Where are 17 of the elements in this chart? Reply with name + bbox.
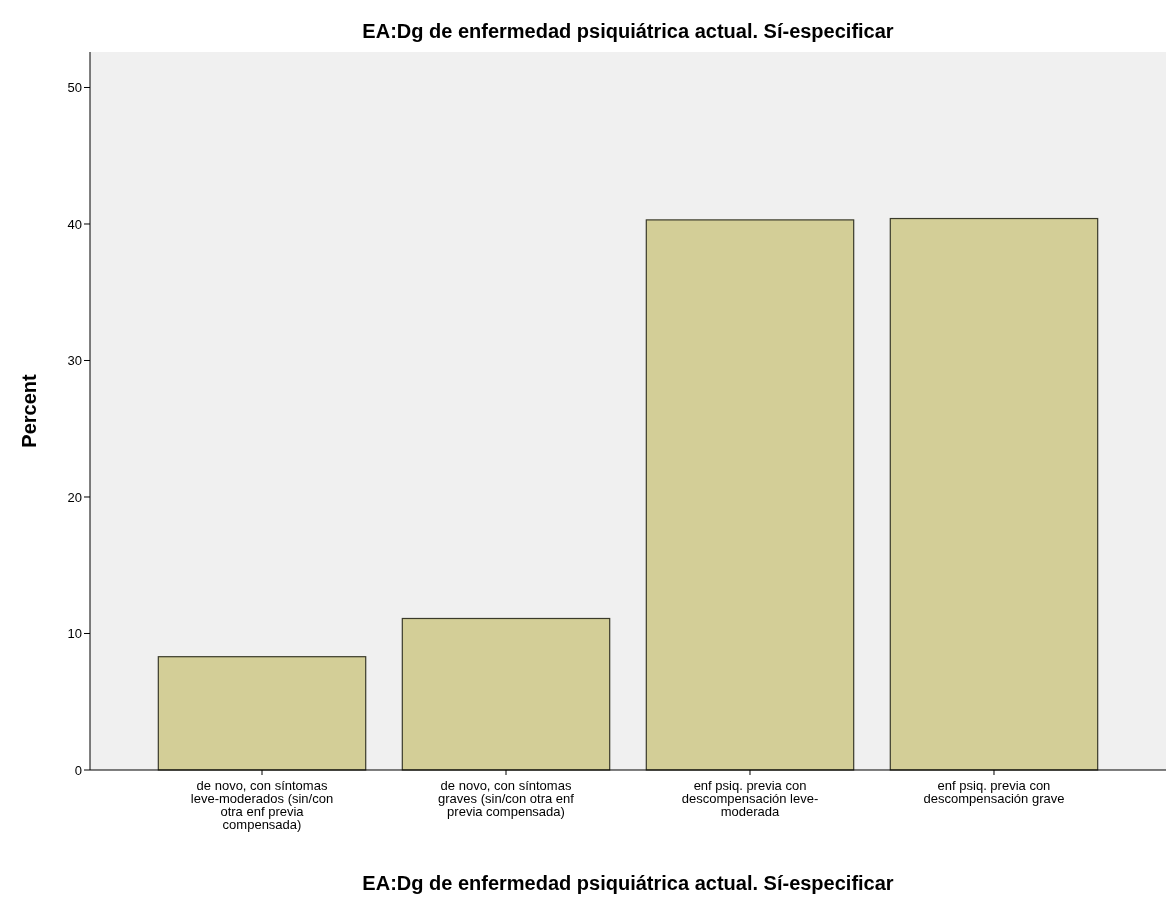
y-tick-label: 0 bbox=[74, 762, 82, 778]
bar bbox=[889, 217, 1099, 771]
x-tick-label: de novo, con síntomas leve-moderados (sin/con otra enf previa compensada) bbox=[190, 778, 334, 832]
x-tick-label: de novo, con síntomas graves (sin/con otra enf previa compensada) bbox=[438, 778, 575, 819]
x-tick-label: enf psiq. previa con descompensación leve-moderada bbox=[681, 778, 819, 819]
y-tick-label: 50 bbox=[67, 80, 82, 96]
x-axis-title: EA:Dg de enfermedad psiquiátrica actual. Sí-especificar bbox=[362, 872, 894, 894]
y-tick-label: 10 bbox=[67, 626, 82, 642]
chart-title: EA:Dg de enfermedad psiquiátrica actual. Sí-especificar bbox=[362, 20, 894, 42]
y-tick-label: 30 bbox=[67, 353, 82, 369]
y-tick-label: 40 bbox=[67, 216, 82, 232]
y-tick-label: 20 bbox=[67, 489, 82, 505]
bar bbox=[645, 219, 855, 771]
bar bbox=[401, 617, 611, 771]
y-axis-title: Percent bbox=[18, 373, 40, 448]
bar bbox=[157, 656, 367, 771]
x-tick-label: enf psiq. previa con descompensación grave bbox=[923, 778, 1065, 806]
